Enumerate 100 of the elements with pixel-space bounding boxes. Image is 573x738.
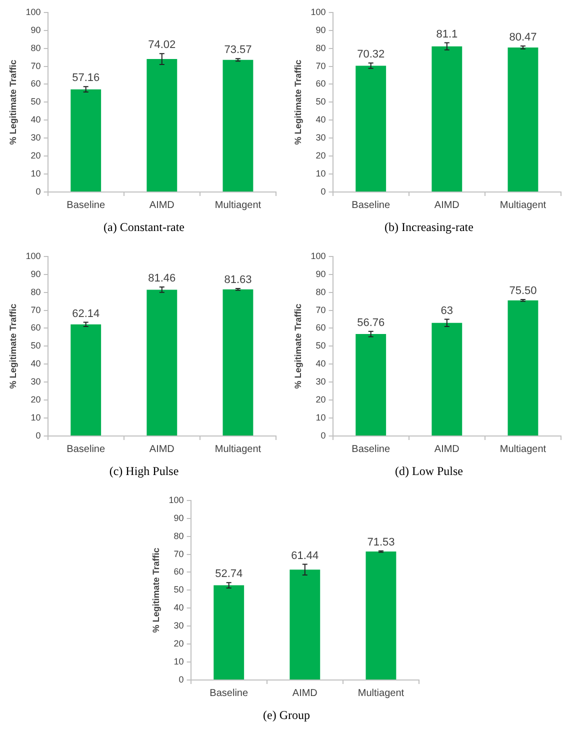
- y-tick-label: 100: [168, 494, 184, 505]
- y-tick-label: 90: [173, 512, 184, 523]
- y-tick-label: 40: [316, 358, 326, 369]
- y-tick-label: 40: [173, 602, 184, 613]
- y-tick-label: 80: [316, 42, 326, 53]
- y-axis-title: % Legitimate Traffic: [8, 304, 18, 389]
- x-tick-label: Multiagent: [500, 200, 546, 211]
- y-tick-label: 10: [173, 656, 184, 667]
- data-label: 73.57: [224, 44, 252, 56]
- y-tick-label: 10: [30, 412, 41, 423]
- y-tick-label: 100: [26, 6, 41, 17]
- y-tick-label: 80: [30, 42, 41, 53]
- y-tick-label: 0: [36, 430, 41, 440]
- x-tick-label: Baseline: [66, 444, 106, 455]
- y-tick-label: 10: [316, 412, 326, 423]
- y-tick-label: 80: [316, 286, 326, 297]
- y-tick-label: 90: [30, 268, 41, 279]
- text: (c) High Pulse: [108, 464, 180, 479]
- y-tick-label: 100: [310, 250, 326, 261]
- x-tick-label: Multiagent: [214, 200, 262, 211]
- y-axis-title: % Legitimate Traffic: [150, 548, 160, 633]
- x-tick-label: Baseline: [66, 200, 106, 211]
- x-tick-label: AIMD: [292, 688, 317, 699]
- y-tick-label: 50: [30, 96, 41, 107]
- y-tick-label: 60: [173, 566, 184, 577]
- data-label: 81.1: [436, 28, 458, 40]
- text: (e) Group: [262, 708, 311, 723]
- y-tick-label: 60: [30, 78, 41, 89]
- y-tick-label: 30: [30, 132, 41, 143]
- y-tick-label: 90: [316, 268, 326, 279]
- bar: [222, 60, 254, 192]
- y-tick-label: 70: [173, 548, 184, 559]
- y-tick-label: 50: [316, 340, 326, 351]
- text: (b) Increasing-rate: [384, 220, 474, 235]
- y-tick-label: 50: [30, 340, 41, 351]
- y-tick-label: 60: [30, 322, 41, 333]
- y-tick-label: 80: [30, 286, 41, 297]
- y-tick-label: 0: [36, 186, 41, 196]
- x-tick-label: Baseline: [352, 444, 390, 455]
- y-tick-label: 60: [316, 78, 326, 89]
- y-tick-label: 40: [30, 114, 41, 125]
- y-tick-label: 20: [30, 394, 41, 405]
- data-label: 81.63: [224, 274, 252, 286]
- y-tick-label: 60: [316, 322, 326, 333]
- data-label: 52.74: [214, 568, 242, 580]
- data-label: 62.14: [72, 308, 100, 320]
- bar: [222, 289, 254, 436]
- x-tick-label: Baseline: [209, 688, 248, 699]
- y-tick-label: 80: [173, 530, 184, 541]
- x-tick-label: AIMD: [149, 444, 174, 455]
- y-tick-label: 100: [26, 250, 41, 261]
- y-axis-title: % Legitimate Traffic: [292, 304, 303, 389]
- y-tick-label: 20: [173, 638, 184, 649]
- x-tick-label: Baseline: [352, 200, 390, 211]
- data-label: 81.46: [148, 272, 176, 285]
- bar: [213, 585, 244, 680]
- bar: [70, 89, 102, 192]
- y-tick-label: 70: [30, 304, 41, 315]
- text: (d) Low Pulse: [394, 464, 464, 479]
- data-label: 80.47: [509, 32, 537, 44]
- y-tick-label: 20: [316, 150, 326, 161]
- y-tick-label: 30: [316, 376, 326, 387]
- bar: [289, 570, 320, 680]
- data-label: 56.76: [357, 316, 385, 329]
- y-tick-label: 70: [30, 60, 41, 71]
- y-tick-label: 30: [316, 132, 326, 143]
- y-tick-label: 10: [30, 168, 41, 179]
- bar: [365, 552, 396, 680]
- y-tick-label: 90: [316, 24, 326, 35]
- bar: [70, 324, 102, 436]
- y-tick-label: 40: [30, 358, 41, 369]
- data-label: 63: [440, 304, 454, 317]
- y-tick-label: 20: [30, 150, 41, 161]
- x-tick-label: AIMD: [434, 444, 460, 455]
- y-axis-title: % Legitimate Traffic: [8, 60, 18, 145]
- y-tick-label: 40: [316, 114, 326, 125]
- y-tick-label: 0: [320, 430, 326, 440]
- x-tick-label: Multiagent: [214, 444, 262, 455]
- data-label: 75.50: [509, 285, 537, 298]
- data-label: 61.44: [290, 550, 318, 562]
- bar: [146, 59, 178, 192]
- text: (a) Constant-rate: [102, 220, 186, 235]
- y-tick-label: 50: [173, 584, 184, 595]
- bar: [146, 290, 178, 436]
- x-tick-label: Multiagent: [500, 444, 546, 455]
- x-tick-label: AIMD: [149, 200, 174, 211]
- y-tick-label: 0: [320, 186, 326, 196]
- data-label: 71.53: [366, 536, 394, 548]
- y-tick-label: 20: [316, 394, 326, 405]
- y-tick-label: 100: [310, 6, 326, 17]
- data-label: 70.32: [357, 48, 385, 61]
- y-tick-label: 10: [316, 168, 326, 179]
- x-tick-label: Multiagent: [357, 688, 404, 699]
- y-axis-title: % Legitimate Traffic: [292, 60, 303, 145]
- y-tick-label: 30: [173, 620, 184, 631]
- y-tick-label: 50: [316, 96, 326, 107]
- data-label: 74.02: [148, 39, 176, 52]
- y-tick-label: 90: [30, 24, 41, 35]
- y-tick-label: 70: [316, 304, 326, 315]
- x-tick-label: AIMD: [434, 200, 460, 211]
